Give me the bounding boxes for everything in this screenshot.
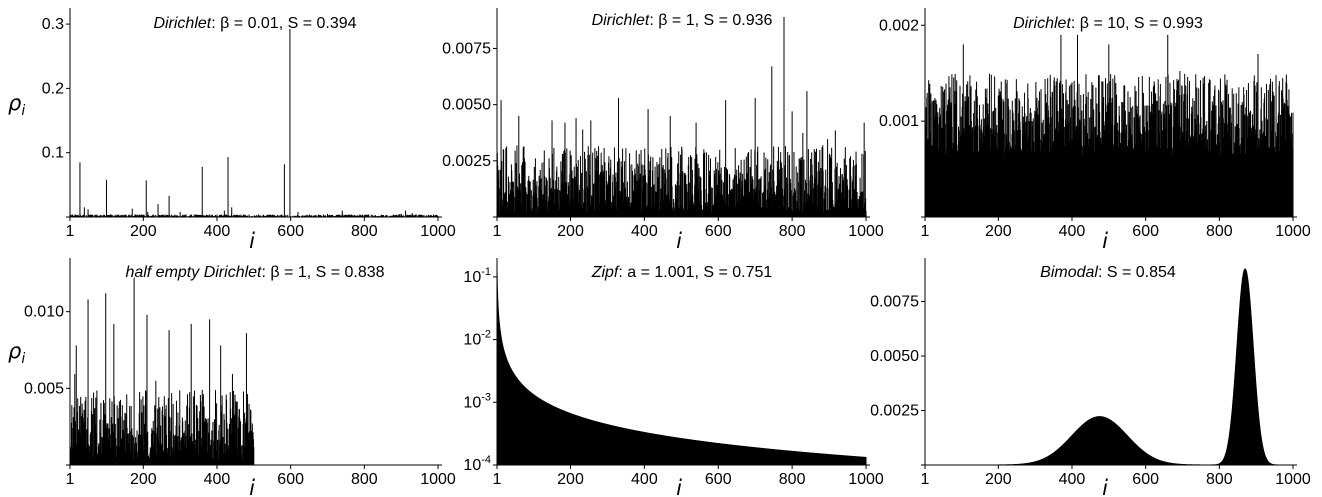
x-tick-label: 800: [779, 471, 806, 488]
y-tick-label: 0.001: [879, 113, 919, 130]
y-tick-label: 0.0025: [442, 153, 491, 170]
chart-title: Dirichlet: β = 10, S = 0.993: [1013, 15, 1203, 32]
x-tick-label: 1: [66, 223, 75, 240]
y-tick-label: 0.0075: [870, 294, 919, 311]
y-tick-label: 0.002: [879, 17, 919, 34]
x-axis-label: i: [676, 229, 682, 253]
x-tick-label: 1000: [420, 223, 456, 240]
chart-title: Bimodal: S = 0.854: [1040, 264, 1176, 281]
chart-panel-4: 1 200 400 600 800 1000 i 0.005 0.010 half empty D…: [24, 258, 456, 497]
chart-title: half empty Dirichlet: β = 1, S = 0.838: [125, 264, 384, 281]
x-tick-label: 400: [631, 223, 658, 240]
x-tick-label: 1000: [1275, 471, 1311, 488]
svg-text:ρi: ρi: [8, 91, 25, 119]
x-tick-label: 200: [130, 223, 157, 240]
ylabel-subscript: i: [21, 103, 25, 119]
x-tick-label: 400: [1059, 223, 1086, 240]
x-tick-label: 600: [705, 471, 732, 488]
x-tick-label: 200: [130, 471, 157, 488]
zipf-area: [496, 269, 867, 466]
y-tick-label: 0.010: [24, 304, 64, 321]
chart-title: Zipf: a = 1.001, S = 0.751: [591, 264, 773, 281]
x-tick-label: 200: [557, 223, 584, 240]
x-tick-label: 400: [631, 471, 658, 488]
x-tick-label: 400: [204, 223, 231, 240]
chart-panel-5: 1 200 400 600 800 1000 i 10-4 10-3 10-2 10-1 Zipf: …: [463, 258, 884, 497]
chart-panel-3: 1 200 400 600 800 1000 i 0.001 0.002 Dirichlet: β…: [879, 8, 1311, 253]
y-tick-label: 0.0050: [442, 97, 491, 114]
x-tick-label: 1: [921, 471, 930, 488]
ylabel-row1: ρi: [8, 91, 25, 119]
x-tick-label: 600: [277, 471, 304, 488]
y-tick-label: 10-2: [463, 329, 491, 349]
chart-title: Dirichlet: β = 1, S = 0.936: [592, 12, 773, 29]
x-tick-label: 400: [1059, 471, 1086, 488]
x-tick-label: 1000: [848, 223, 884, 240]
chart-panel-6: 1 200 400 600 800 1000 i 0.0025 0.0050 0.0075 Bimo…: [870, 258, 1311, 497]
x-tick-label: 1: [493, 223, 502, 240]
y-tick-label: 0.0050: [870, 348, 919, 365]
x-tick-label: 600: [1132, 223, 1159, 240]
chart-panel-1: 1 200 400 600 800 1000 i 0.1 0.2 0.3 Dirichlet: β …: [42, 8, 456, 253]
svg-text:ρi: ρi: [8, 339, 25, 367]
x-tick-label: 1: [493, 471, 502, 488]
chart-title: Dirichlet: β = 0.01, S = 0.394: [153, 15, 356, 32]
x-tick-label: 400: [204, 471, 231, 488]
x-tick-label: 1: [921, 223, 930, 240]
y-tick-label: 0.3: [42, 16, 64, 33]
x-tick-label: 600: [705, 223, 732, 240]
x-tick-label: 800: [351, 471, 378, 488]
x-axis-label: i: [249, 476, 255, 497]
bimodal-area: [925, 268, 1293, 466]
x-tick-label: 200: [985, 223, 1012, 240]
x-tick-label: 1000: [420, 471, 456, 488]
ylabel-row2: ρi: [8, 339, 25, 367]
y-tick-label: 10-4: [463, 454, 491, 474]
y-tick-label: 10-1: [463, 266, 491, 286]
x-tick-label: 200: [557, 471, 584, 488]
x-axis-label: i: [249, 229, 255, 253]
x-tick-label: 800: [351, 223, 378, 240]
x-tick-label: 1000: [1275, 223, 1311, 240]
y-tick-label: 0.2: [42, 80, 64, 97]
x-axis-label: i: [1102, 229, 1108, 253]
x-axis-label: i: [1102, 476, 1108, 497]
y-tick-label: 0.0075: [442, 40, 491, 57]
x-tick-label: 800: [1206, 471, 1233, 488]
x-tick-label: 1: [66, 471, 75, 488]
y-tick-label: 0.005: [24, 380, 64, 397]
ylabel-subscript: i: [21, 351, 25, 367]
ylabel-rho: ρ: [8, 91, 22, 115]
x-tick-label: 600: [277, 223, 304, 240]
x-tick-label: 800: [779, 223, 806, 240]
bars-background: [69, 373, 255, 465]
x-tick-label: 600: [1132, 471, 1159, 488]
x-axis-label: i: [676, 476, 682, 497]
y-tick-label: 0.0025: [870, 403, 919, 420]
ylabel-rho: ρ: [8, 339, 22, 363]
x-tick-label: 1000: [848, 471, 884, 488]
x-tick-label: 200: [985, 471, 1012, 488]
x-tick-label: 800: [1206, 223, 1233, 240]
y-tick-label: 0.1: [42, 145, 64, 162]
chart-panel-2: 1 200 400 600 800 1000 i 0.0025 0.0050 0.0075 Diri…: [442, 8, 884, 253]
y-tick-label: 10-3: [463, 391, 491, 411]
